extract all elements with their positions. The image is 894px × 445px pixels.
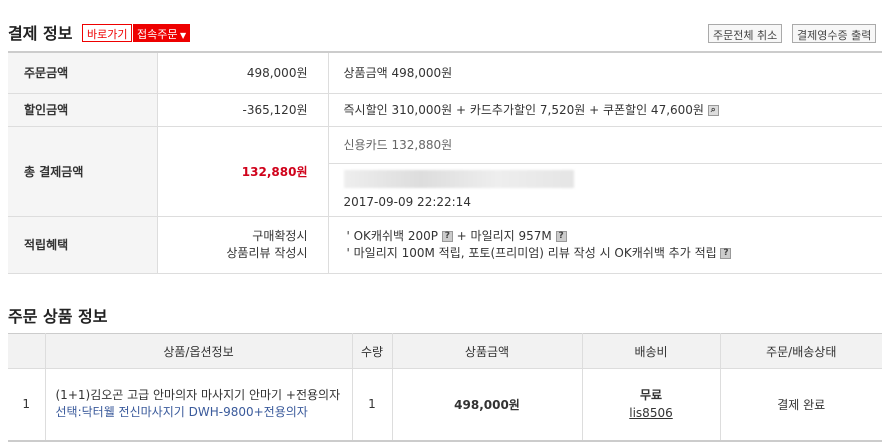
help-icon[interactable]: ? [720, 247, 732, 259]
table-header: 상품/옵션정보 수량 상품금액 배송비 주문/배송상태 [8, 333, 882, 369]
reward-line: ' 마일리지 100M 적립, 포토(프리미엄) 리뷰 작성 시 OK캐쉬백 추… [346, 245, 717, 260]
col-header: 상품/옵션정보 [45, 333, 353, 369]
row-detail: 상품금액 498,000원 [328, 52, 882, 94]
row-detail: 즉시할인 310,000원 + 카드추가할인 7,520원 + 쿠폰할인 47,… [343, 103, 704, 117]
receipt-print-button[interactable]: 결제영수증 출력 [792, 24, 877, 43]
payment-datetime: 2017-09-09 22:22:14 [343, 195, 471, 209]
product-name-link[interactable]: (1+1)김오곤 고급 안마의자 마사지기 안마기 +전용의자 [55, 388, 341, 403]
row-value: 498,000원 [157, 52, 329, 94]
col-header: 상품금액 [392, 333, 583, 369]
payment-title: 결제 정보 [8, 24, 73, 43]
product-price: 498,000원 [392, 368, 583, 441]
row-value: -365,120원 [157, 93, 329, 127]
reward-condition: 상품리뷰 작성시 [226, 245, 308, 260]
row-label: 적립혜택 [8, 216, 158, 274]
magnifier-icon[interactable]: ⌕ [707, 105, 719, 116]
reward-condition: 구매확정시 [252, 228, 308, 243]
discount-row: 할인금액 -365,120원 즉시할인 310,000원 + 카드추가할인 7,… [8, 93, 882, 127]
goto-button[interactable]: 바로가기 [82, 24, 133, 42]
col-header: 수량 [352, 333, 393, 369]
col-header: 주문/배송상태 [720, 333, 882, 369]
products-title: 주문 상품 정보 [8, 307, 108, 326]
caret-down-icon: ▼ [177, 31, 187, 40]
row-label: 할인금액 [8, 93, 158, 127]
connect-order-dropdown[interactable]: 접속주문 ▼ [133, 24, 191, 42]
cancel-all-button[interactable]: 주문전체 취소 [708, 24, 783, 43]
total-row-detail: 2017-09-09 22:22:14 [8, 163, 882, 217]
shipping-fee: 무료 [639, 388, 663, 403]
redacted-info [343, 170, 574, 188]
row-number: 1 [8, 368, 46, 441]
col-no [8, 333, 46, 369]
connect-order-label: 접속주문 [137, 28, 178, 41]
reward-line: ' OK캐쉬백 200P [346, 228, 439, 243]
total-row: 총 결제금액 132,880원 신용카드 132,880원 [8, 126, 882, 217]
product-option: 선택:닥터웰 전신마사지기 DWH-9800+전용의자 [55, 405, 308, 420]
help-icon[interactable]: ? [555, 230, 567, 242]
payment-table: 주문금액 498,000원 상품금액 498,000원 할인금액 -365,12… [8, 51, 882, 274]
col-header: 배송비 [582, 333, 721, 369]
products-table: 상품/옵션정보 수량 상품금액 배송비 주문/배송상태 1 (1+1)김오곤 고… [8, 333, 882, 442]
row-label: 주문금액 [8, 52, 158, 94]
total-value: 132,880원 [157, 126, 329, 217]
order-amount-row: 주문금액 498,000원 상품금액 498,000원 [8, 52, 882, 94]
row-label: 총 결제금액 [8, 126, 158, 217]
order-status: 결제 완료 [777, 397, 826, 412]
payment-method: 신용카드 132,880원 [328, 126, 882, 164]
reward-line: + 마일리지 957M [456, 228, 552, 243]
seller-link[interactable]: lis8506 [629, 406, 673, 421]
help-icon[interactable]: ? [441, 230, 453, 242]
quantity: 1 [352, 368, 393, 441]
